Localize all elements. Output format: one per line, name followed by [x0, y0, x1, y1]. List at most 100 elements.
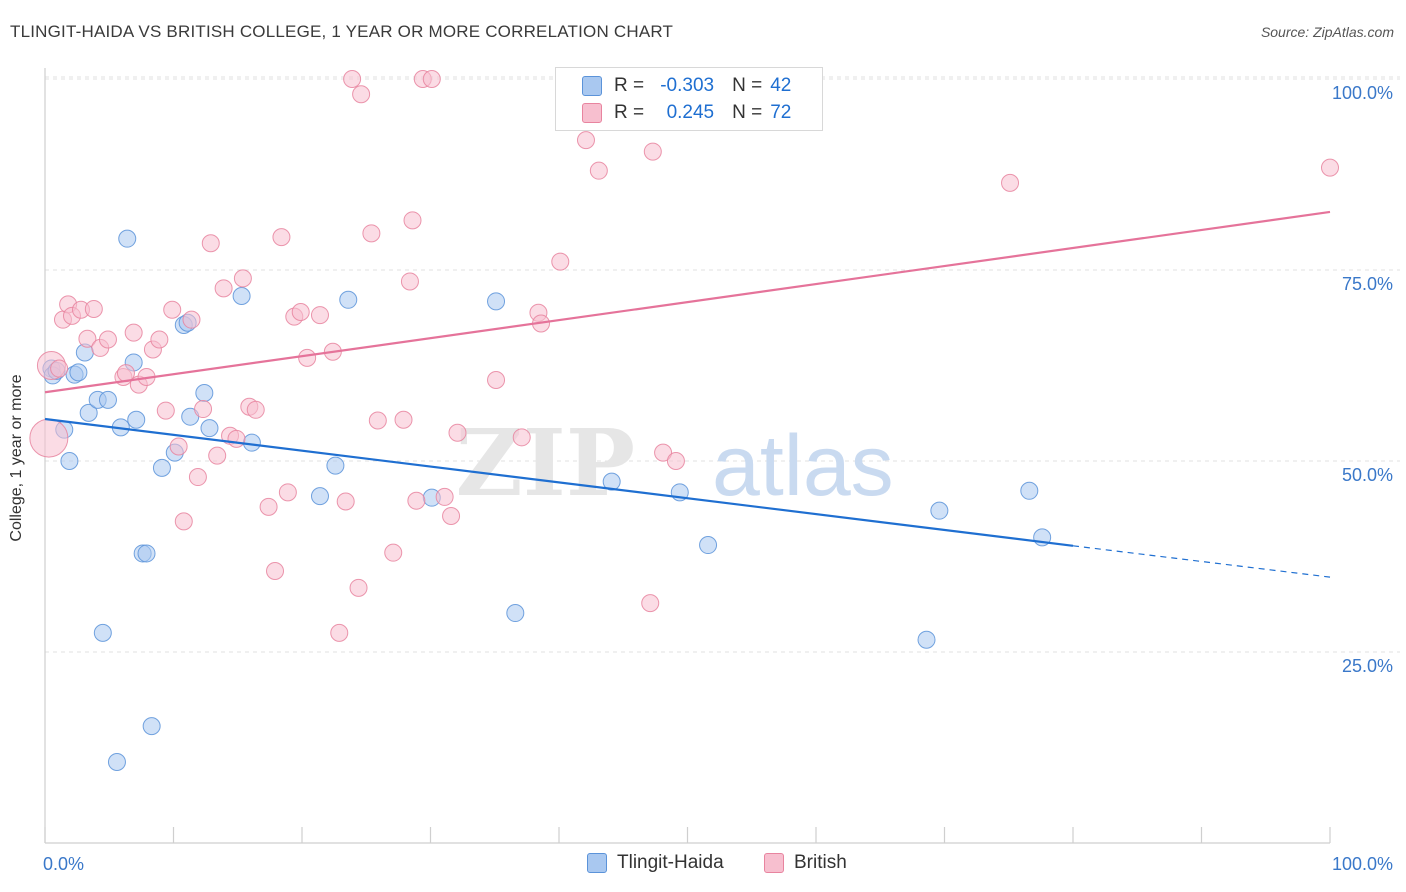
- point-british-66: [641, 594, 660, 613]
- point-tlingit-23: [195, 384, 214, 403]
- point-tlingit-33: [602, 472, 621, 491]
- point-tlingit-9: [98, 390, 117, 409]
- stats-legend: R = -0.303 N = 42 R = 0.245 N = 72: [555, 67, 823, 131]
- point-british-52: [403, 211, 422, 230]
- data-points: [29, 70, 1339, 772]
- point-british-65: [589, 161, 608, 180]
- axes: [44, 68, 1331, 844]
- point-british-45: [349, 578, 368, 597]
- point-tlingit-25: [232, 286, 251, 305]
- point-tlingit-18: [152, 458, 171, 477]
- point-british-18: [156, 401, 175, 420]
- bottom-legend-swatch-british: [764, 853, 784, 873]
- point-british-2: [50, 359, 69, 378]
- point-tlingit-6: [79, 403, 98, 422]
- bottom-legend-swatch-tlingit: [587, 853, 607, 873]
- point-british-17: [150, 330, 169, 349]
- point-british-57: [442, 507, 461, 526]
- point-tlingit-8: [93, 623, 112, 642]
- trend-line-british: [44, 210, 1331, 394]
- legend-r-label: R =: [614, 75, 645, 96]
- point-british-63: [551, 252, 570, 271]
- legend-n-label: N =: [732, 102, 763, 123]
- legend-n-label: N =: [732, 75, 763, 96]
- point-british-46: [352, 85, 371, 104]
- point-british-51: [400, 272, 419, 291]
- point-british-49: [384, 543, 403, 562]
- point-british-53: [407, 491, 426, 510]
- bottom-legend-british: British: [764, 852, 847, 874]
- point-tlingit-4: [69, 363, 88, 382]
- point-british-29: [227, 429, 246, 448]
- legend-n-value-british: 72: [770, 102, 792, 123]
- point-british-39: [298, 348, 317, 367]
- legend-r-value-british: 0.245: [666, 102, 715, 123]
- source-label: Source: ZipAtlas.com: [1260, 24, 1394, 40]
- point-british-19: [163, 300, 182, 319]
- point-british-13: [124, 323, 143, 342]
- x-tick-label-max: 100.0%: [1332, 854, 1393, 874]
- point-british-68: [654, 443, 673, 462]
- point-british-33: [259, 497, 278, 516]
- point-tlingit-10: [107, 753, 126, 772]
- point-british-36: [278, 483, 297, 502]
- bottom-legend-label-british: British: [794, 852, 847, 873]
- point-tlingit-38: [1020, 481, 1039, 500]
- point-tlingit-29: [339, 290, 358, 309]
- point-british-7: [78, 329, 97, 348]
- y-tick-label-25: 25.0%: [1342, 656, 1393, 676]
- point-british-23: [188, 468, 207, 487]
- bottom-legend-label-tlingit: Tlingit-Haida: [617, 852, 724, 873]
- point-british-71: [1001, 173, 1020, 192]
- point-british-21: [174, 512, 193, 531]
- point-british-69: [666, 452, 685, 470]
- watermark-atlas: atlas: [712, 418, 894, 514]
- chart-title: TLINGIT-HAIDA VS BRITISH COLLEGE, 1 YEAR…: [10, 22, 674, 41]
- legend-r-label: R =: [614, 102, 645, 123]
- x-tick-label-min: 0.0%: [43, 854, 84, 874]
- legend-row-british: R = 0.245 N = 72: [582, 101, 791, 125]
- point-british-20: [169, 437, 188, 456]
- point-tlingit-12: [118, 229, 137, 248]
- point-british-48: [368, 411, 387, 430]
- trend-line-tlingit: [44, 417, 1074, 547]
- y-tick-label-50: 50.0%: [1342, 465, 1393, 485]
- point-british-30: [233, 269, 252, 288]
- point-british-60: [512, 428, 531, 447]
- point-british-56: [435, 487, 454, 506]
- point-tlingit-28: [326, 456, 345, 475]
- point-tlingit-2: [60, 452, 79, 470]
- point-british-22: [182, 310, 201, 329]
- tick-labels: 25.0% 50.0% 75.0% 100.0% 0.0% 100.0%: [43, 83, 1393, 874]
- point-british-8: [84, 299, 103, 318]
- legend-row-tlingit: R = -0.303 N = 42: [582, 74, 791, 98]
- point-british-27: [214, 279, 233, 298]
- point-british-0: [29, 418, 69, 458]
- legend-swatch-tlingit: [582, 76, 602, 96]
- point-british-59: [487, 371, 506, 390]
- watermark: ZIP atlas: [456, 409, 894, 517]
- trend-line-tlingit-extension: [1072, 545, 1331, 578]
- point-tlingit-31: [487, 292, 506, 311]
- point-british-47: [362, 224, 381, 243]
- point-british-67: [643, 142, 662, 161]
- legend-swatch-british: [582, 103, 602, 123]
- point-tlingit-36: [917, 630, 936, 649]
- point-british-58: [448, 423, 467, 442]
- point-british-44: [343, 70, 362, 88]
- point-british-32: [246, 400, 265, 419]
- point-british-38: [291, 303, 310, 322]
- point-tlingit-17: [142, 717, 161, 736]
- watermark-zip: ZIP: [456, 409, 635, 517]
- point-british-50: [394, 410, 413, 429]
- point-tlingit-37: [930, 501, 949, 520]
- point-british-25: [201, 234, 220, 253]
- point-british-24: [194, 400, 213, 419]
- point-british-72: [1321, 158, 1339, 177]
- bottom-legend-tlingit: Tlingit-Haida: [587, 852, 724, 874]
- point-british-42: [330, 623, 349, 642]
- point-tlingit-24: [200, 419, 219, 438]
- point-tlingit-14: [127, 410, 146, 429]
- y-tick-label-75: 75.0%: [1342, 274, 1393, 294]
- point-british-35: [272, 228, 291, 247]
